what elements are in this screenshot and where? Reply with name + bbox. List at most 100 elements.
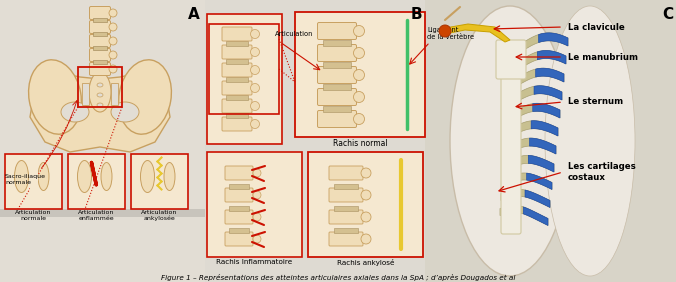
FancyBboxPatch shape bbox=[222, 27, 252, 41]
Ellipse shape bbox=[361, 168, 371, 178]
Polygon shape bbox=[501, 190, 550, 208]
Text: Les cartilages
costaux: Les cartilages costaux bbox=[568, 162, 635, 182]
FancyBboxPatch shape bbox=[318, 23, 356, 39]
Ellipse shape bbox=[450, 6, 570, 276]
FancyBboxPatch shape bbox=[222, 99, 252, 113]
FancyBboxPatch shape bbox=[225, 188, 253, 202]
Ellipse shape bbox=[361, 234, 371, 244]
Ellipse shape bbox=[109, 37, 117, 45]
Ellipse shape bbox=[354, 25, 364, 36]
Ellipse shape bbox=[251, 102, 260, 111]
FancyBboxPatch shape bbox=[5, 154, 62, 209]
FancyBboxPatch shape bbox=[229, 206, 249, 211]
FancyBboxPatch shape bbox=[68, 154, 125, 209]
FancyBboxPatch shape bbox=[0, 209, 205, 217]
FancyBboxPatch shape bbox=[89, 34, 110, 47]
FancyBboxPatch shape bbox=[89, 63, 110, 76]
Ellipse shape bbox=[118, 60, 172, 134]
FancyBboxPatch shape bbox=[226, 41, 248, 46]
Text: Ligament
de la vertèbre: Ligament de la vertèbre bbox=[427, 27, 474, 40]
Text: B: B bbox=[410, 7, 422, 22]
FancyBboxPatch shape bbox=[318, 45, 356, 61]
FancyBboxPatch shape bbox=[323, 106, 351, 112]
FancyBboxPatch shape bbox=[226, 77, 248, 82]
Ellipse shape bbox=[141, 160, 155, 193]
Polygon shape bbox=[507, 50, 566, 74]
Ellipse shape bbox=[354, 47, 364, 58]
FancyBboxPatch shape bbox=[318, 89, 356, 105]
FancyBboxPatch shape bbox=[496, 40, 526, 79]
Polygon shape bbox=[531, 121, 558, 136]
FancyBboxPatch shape bbox=[226, 113, 248, 118]
FancyBboxPatch shape bbox=[226, 59, 248, 64]
FancyBboxPatch shape bbox=[93, 18, 107, 22]
Polygon shape bbox=[502, 173, 552, 190]
Polygon shape bbox=[529, 138, 556, 154]
Ellipse shape bbox=[354, 69, 364, 80]
Ellipse shape bbox=[89, 72, 111, 112]
Ellipse shape bbox=[545, 6, 635, 276]
Ellipse shape bbox=[109, 23, 117, 31]
FancyBboxPatch shape bbox=[323, 40, 351, 46]
FancyBboxPatch shape bbox=[308, 152, 423, 257]
Ellipse shape bbox=[97, 83, 103, 87]
Polygon shape bbox=[539, 33, 568, 46]
FancyBboxPatch shape bbox=[131, 154, 188, 209]
FancyBboxPatch shape bbox=[334, 206, 358, 211]
Text: A: A bbox=[188, 7, 200, 22]
FancyBboxPatch shape bbox=[93, 32, 107, 36]
FancyBboxPatch shape bbox=[207, 14, 282, 144]
Ellipse shape bbox=[253, 191, 261, 199]
Ellipse shape bbox=[164, 162, 175, 191]
Ellipse shape bbox=[251, 83, 260, 92]
Polygon shape bbox=[505, 86, 562, 106]
Ellipse shape bbox=[109, 65, 117, 73]
FancyBboxPatch shape bbox=[89, 6, 110, 19]
Text: Rachis normal: Rachis normal bbox=[333, 139, 387, 148]
Polygon shape bbox=[507, 33, 568, 58]
FancyBboxPatch shape bbox=[222, 63, 252, 77]
Ellipse shape bbox=[251, 30, 260, 39]
Ellipse shape bbox=[38, 162, 49, 191]
Ellipse shape bbox=[109, 51, 117, 59]
FancyBboxPatch shape bbox=[226, 95, 248, 100]
Ellipse shape bbox=[354, 91, 364, 102]
Ellipse shape bbox=[97, 103, 103, 107]
Text: Articulation
enflammée: Articulation enflammée bbox=[78, 210, 115, 221]
Polygon shape bbox=[528, 155, 554, 172]
Polygon shape bbox=[503, 155, 554, 172]
FancyBboxPatch shape bbox=[334, 184, 358, 189]
Ellipse shape bbox=[253, 213, 261, 221]
FancyBboxPatch shape bbox=[222, 117, 252, 131]
Ellipse shape bbox=[251, 47, 260, 56]
Ellipse shape bbox=[111, 102, 139, 122]
FancyBboxPatch shape bbox=[30, 164, 37, 190]
Polygon shape bbox=[505, 103, 560, 122]
FancyBboxPatch shape bbox=[0, 0, 205, 282]
Text: Articulation: Articulation bbox=[275, 31, 314, 37]
FancyBboxPatch shape bbox=[329, 188, 363, 202]
FancyBboxPatch shape bbox=[323, 84, 351, 90]
FancyBboxPatch shape bbox=[93, 60, 107, 64]
FancyBboxPatch shape bbox=[229, 184, 249, 189]
Ellipse shape bbox=[253, 169, 261, 177]
Polygon shape bbox=[506, 68, 564, 90]
Polygon shape bbox=[500, 206, 548, 226]
FancyBboxPatch shape bbox=[225, 232, 253, 246]
Ellipse shape bbox=[354, 113, 364, 124]
FancyBboxPatch shape bbox=[225, 210, 253, 224]
Ellipse shape bbox=[97, 93, 103, 97]
Ellipse shape bbox=[78, 160, 91, 193]
FancyBboxPatch shape bbox=[329, 210, 363, 224]
Ellipse shape bbox=[361, 190, 371, 200]
Polygon shape bbox=[537, 50, 566, 64]
Polygon shape bbox=[30, 72, 170, 152]
FancyBboxPatch shape bbox=[89, 21, 110, 34]
Text: Sacro-iliaque
normale: Sacro-iliaque normale bbox=[5, 174, 46, 185]
FancyBboxPatch shape bbox=[82, 83, 89, 105]
Text: Articulation
normale: Articulation normale bbox=[16, 210, 51, 221]
Ellipse shape bbox=[109, 9, 117, 17]
Text: Figure 1 – Représentations des atteintes articulaires axiales dans la SpA ; d’ap: Figure 1 – Représentations des atteintes… bbox=[161, 274, 515, 281]
FancyBboxPatch shape bbox=[229, 228, 249, 233]
Ellipse shape bbox=[28, 60, 81, 134]
